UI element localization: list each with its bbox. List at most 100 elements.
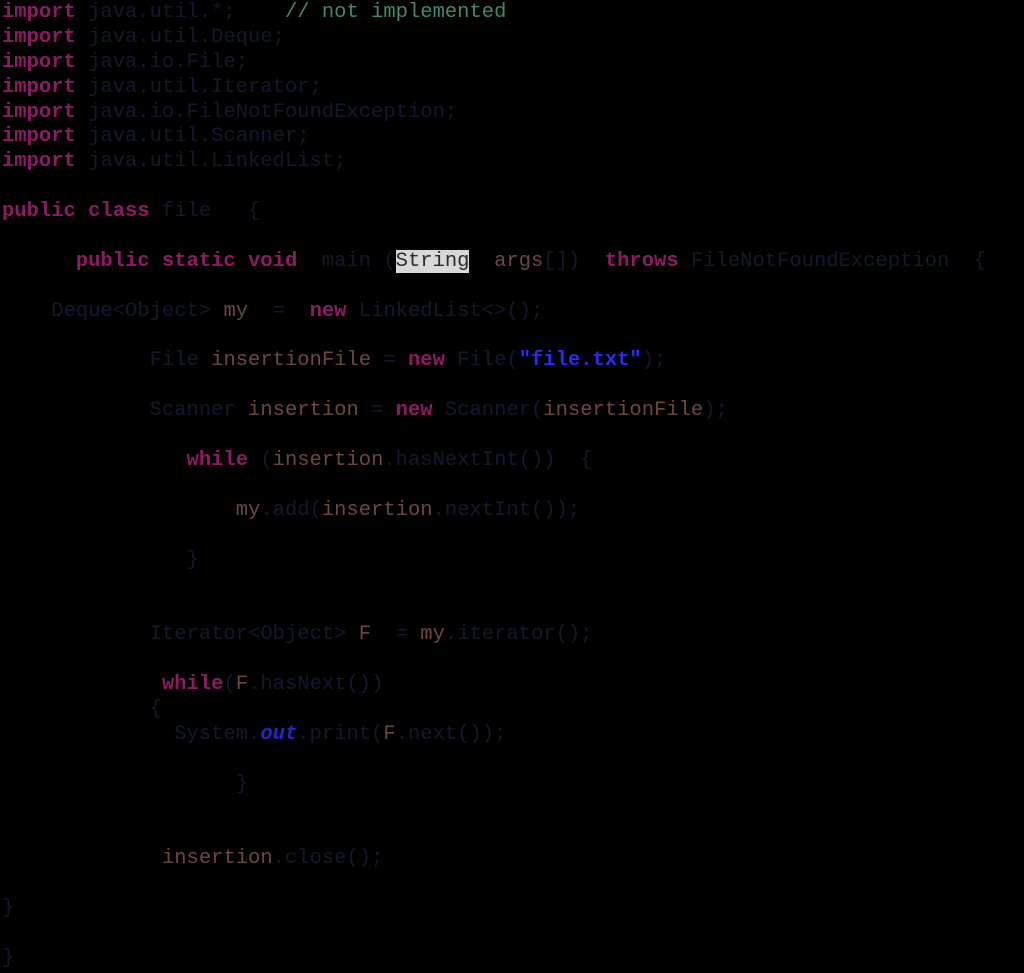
code-line[interactable]: import java.util.LinkedList; xyxy=(2,150,1024,175)
code-line[interactable]: { xyxy=(2,698,1024,723)
code-line[interactable]: System.out.print(F.next()); xyxy=(2,723,1024,748)
code-line[interactable]: while(F.hasNext()) xyxy=(2,673,1024,698)
code-token-plain-code: = xyxy=(371,623,421,647)
code-line[interactable]: import java.util.Iterator; xyxy=(2,76,1024,101)
code-token-plain-code: .close(); xyxy=(272,847,384,871)
code-token-plain-code xyxy=(469,250,494,273)
code-token-plain-code: FileNotFoundException { xyxy=(678,249,987,273)
code-token-keyword: import xyxy=(2,50,76,74)
code-token-plain-code: Scanner xyxy=(2,399,249,423)
code-line[interactable] xyxy=(2,598,1024,623)
code-token-plain-code: } xyxy=(2,772,249,796)
code-token-plain-code xyxy=(2,847,162,870)
code-token-plain-code: .nextInt()); xyxy=(432,498,581,522)
code-token-plain-code: java.io.FileNotFoundException; xyxy=(75,100,458,124)
code-line[interactable]: import java.io.File; xyxy=(2,51,1024,76)
code-line[interactable] xyxy=(2,225,1024,250)
code-line[interactable]: public class file { xyxy=(2,200,1024,225)
code-token-plain-code xyxy=(2,449,187,472)
code-token-plain-code: java.util.Scanner; xyxy=(75,125,310,149)
code-token-plain-code: java.io.File; xyxy=(75,50,249,74)
code-token-plain-code: file { xyxy=(149,200,261,224)
code-line[interactable]: insertion.close(); xyxy=(2,847,1024,872)
code-line[interactable]: } xyxy=(2,549,1024,574)
code-token-plain-code: File xyxy=(2,349,212,373)
code-token-plain-code: } xyxy=(2,897,15,921)
code-token-plain-code: .print( xyxy=(297,722,384,746)
code-line[interactable] xyxy=(2,474,1024,499)
code-token-variable: my xyxy=(235,498,261,522)
code-token-plain-code: = xyxy=(248,299,310,323)
code-line[interactable]: import java.util.*; // not implemented xyxy=(2,1,1024,26)
code-line[interactable]: import java.io.FileNotFoundException; xyxy=(2,101,1024,126)
code-line[interactable] xyxy=(2,822,1024,847)
code-line[interactable] xyxy=(2,275,1024,300)
code-token-plain-code: = xyxy=(371,349,408,373)
code-line[interactable]: Deque<Object> my = new LinkedList<>(); xyxy=(2,300,1024,325)
code-token-plain-code: []) xyxy=(543,249,605,273)
code-line[interactable]: while (insertion.hasNextInt()) { xyxy=(2,449,1024,474)
code-token-variable: insertionFile xyxy=(543,399,704,423)
code-line[interactable] xyxy=(2,573,1024,598)
code-token-variable: insertion xyxy=(248,399,359,423)
code-token-plain-code: .hasNextInt()) { xyxy=(383,449,593,473)
code-line[interactable]: } xyxy=(2,897,1024,922)
code-line[interactable] xyxy=(2,524,1024,549)
code-token-keyword: while xyxy=(186,449,249,473)
code-token-variable: insertion xyxy=(161,847,273,871)
code-token-variable: my xyxy=(223,299,249,323)
code-token-plain-code: Scanner( xyxy=(432,399,544,423)
code-token-highlighted-occurrence: String xyxy=(395,249,470,273)
code-token-variable: my xyxy=(420,623,445,647)
code-token-plain-code: Deque<Object> xyxy=(2,299,224,323)
code-token-keyword: import xyxy=(2,125,76,149)
code-token-plain-code: .add( xyxy=(260,498,322,522)
code-token-keyword: import xyxy=(2,75,76,99)
code-line[interactable] xyxy=(2,748,1024,773)
code-token-plain-code xyxy=(2,250,76,273)
code-token-keyword: public class xyxy=(2,200,150,224)
code-token-keyword: throws xyxy=(604,249,679,273)
code-line[interactable] xyxy=(2,424,1024,449)
code-line[interactable]: File insertionFile = new File("file.txt"… xyxy=(2,349,1024,374)
code-token-plain-code: ( xyxy=(223,673,236,697)
code-token-comment: // not implemented xyxy=(284,1,507,24)
code-line[interactable]: public static void main (String args[]) … xyxy=(2,249,1024,275)
code-token-keyword: public static void xyxy=(75,249,298,273)
code-line[interactable] xyxy=(2,374,1024,399)
code-token-plain-code: { xyxy=(2,697,162,721)
code-line[interactable] xyxy=(2,798,1024,823)
code-line[interactable]: } xyxy=(2,947,1024,972)
code-token-plain-code: = xyxy=(358,399,396,423)
code-line[interactable] xyxy=(2,872,1024,897)
code-token-plain-code: } xyxy=(2,946,15,970)
code-line[interactable]: my.add(insertion.nextInt()); xyxy=(2,499,1024,524)
code-line[interactable]: Iterator<Object> F = my.iterator(); xyxy=(2,623,1024,648)
code-token-plain-code xyxy=(2,499,236,522)
code-line[interactable] xyxy=(2,325,1024,350)
code-token-variable: F xyxy=(358,623,372,647)
code-token-variable: insertion xyxy=(321,498,433,522)
code-token-plain-code: LinkedList<>(); xyxy=(346,299,544,323)
code-line[interactable] xyxy=(2,175,1024,200)
code-token-plain-code: Iterator<Object> xyxy=(2,623,359,647)
code-line[interactable]: Scanner insertion = new Scanner(insertio… xyxy=(2,399,1024,424)
code-line[interactable]: import java.util.Scanner; xyxy=(2,125,1024,150)
code-line[interactable] xyxy=(2,922,1024,947)
code-line[interactable]: } xyxy=(2,773,1024,798)
code-token-variable: F xyxy=(235,673,249,697)
code-token-plain-code: .hasNext()) xyxy=(248,673,384,697)
code-token-plain-code: ); xyxy=(703,399,728,423)
code-token-variable: args xyxy=(494,249,544,273)
code-token-plain-code: .iterator(); xyxy=(444,623,593,647)
code-token-plain-code: } xyxy=(2,548,199,572)
code-token-plain-code: ( xyxy=(248,449,273,473)
code-line[interactable]: import java.util.Deque; xyxy=(2,26,1024,51)
code-token-static-field: out xyxy=(260,722,298,746)
code-token-plain-code: System. xyxy=(2,722,261,746)
code-token-keyword: import xyxy=(2,100,76,124)
code-line[interactable] xyxy=(2,648,1024,673)
code-token-plain-code: java.util.Iterator; xyxy=(75,75,322,99)
